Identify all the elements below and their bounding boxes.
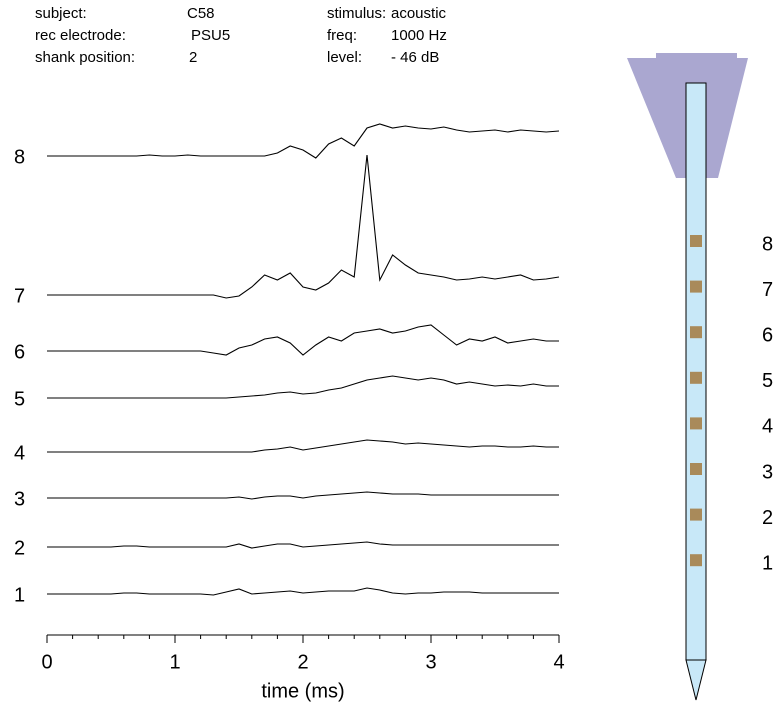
site-label: 3 (762, 461, 773, 483)
info-value: acoustic (391, 5, 447, 22)
trace-label: 7 (14, 285, 25, 307)
x-tick-label: 4 (553, 651, 564, 673)
trace (47, 375, 559, 399)
trace (47, 324, 559, 356)
recording-site (690, 508, 702, 521)
shank (685, 82, 707, 661)
info-value: C58 (187, 5, 215, 22)
shank-tip (685, 659, 707, 701)
trace (47, 491, 559, 500)
trace-label: 8 (14, 146, 25, 168)
recording-site (690, 235, 702, 247)
trace (47, 439, 559, 453)
trace (47, 154, 560, 299)
trace-label: 6 (14, 341, 25, 363)
info-value: - 46 dB (391, 49, 439, 66)
trace (47, 587, 559, 596)
trace-label: 4 (14, 442, 25, 464)
site-label: 8 (762, 233, 773, 255)
x-tick-label: 2 (297, 651, 308, 673)
x-axis-title: time (ms) (261, 680, 344, 702)
site-label: 7 (762, 279, 773, 301)
trace-label: 3 (14, 488, 25, 510)
site-label: 4 (762, 416, 773, 438)
info-label: shank position: (35, 49, 135, 66)
info-label: stimulus: (327, 5, 386, 22)
recording-site (690, 417, 702, 430)
recording-site (690, 371, 702, 384)
info-label: subject: (35, 5, 87, 22)
x-tick-label: 1 (169, 651, 180, 673)
info-value: 2 (189, 49, 197, 66)
info-value: PSU5 (191, 27, 230, 44)
info-label: level: (327, 49, 362, 66)
trace (47, 541, 559, 549)
info-value: 1000 Hz (391, 27, 447, 44)
trace-label: 5 (14, 388, 25, 410)
recording-site (690, 280, 702, 293)
recording-site (690, 463, 702, 475)
x-tick-label: 0 (41, 651, 52, 673)
recording-site (690, 554, 702, 567)
site-label: 2 (762, 507, 773, 529)
info-label: freq: (327, 27, 357, 44)
recording-site (690, 326, 702, 339)
site-label: 5 (762, 370, 773, 392)
electrode-diagram (627, 53, 748, 701)
x-tick-label: 3 (425, 651, 436, 673)
trace-label: 2 (14, 537, 25, 559)
site-label: 1 (762, 552, 773, 574)
info-label: rec electrode: (35, 27, 126, 44)
trace-label: 1 (14, 584, 25, 606)
trace (47, 123, 560, 159)
site-label: 6 (762, 324, 773, 346)
